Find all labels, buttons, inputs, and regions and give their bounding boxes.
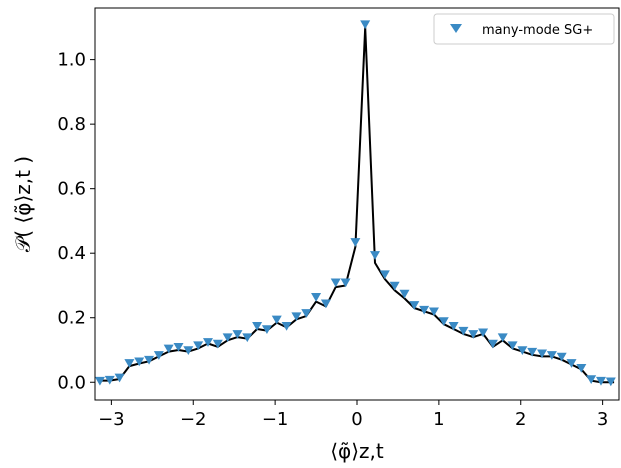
data-point bbox=[448, 322, 459, 331]
data-point bbox=[576, 363, 587, 373]
data-point bbox=[232, 330, 243, 339]
data-point bbox=[271, 315, 282, 325]
y-tick-label: 0.0 bbox=[57, 372, 86, 393]
y-axis-label: 𝒫( ⟨φ̃⟩z,t ) bbox=[11, 156, 35, 252]
data-point bbox=[360, 20, 371, 30]
data-point bbox=[222, 333, 233, 343]
data-point bbox=[153, 351, 164, 360]
data-point bbox=[478, 328, 489, 338]
data-point bbox=[428, 307, 439, 317]
x-axis: −3 −2 −1 0 1 2 3 bbox=[98, 400, 608, 430]
data-point bbox=[144, 355, 155, 365]
x-tick-label: 0 bbox=[351, 409, 362, 430]
data-point bbox=[370, 251, 381, 260]
data-point bbox=[320, 299, 331, 309]
data-point bbox=[193, 341, 204, 351]
data-point bbox=[173, 343, 184, 352]
data-point bbox=[212, 339, 223, 349]
data-point bbox=[546, 351, 557, 360]
data-point bbox=[261, 325, 272, 335]
y-tick-label: 0.2 bbox=[57, 308, 86, 329]
data-point bbox=[350, 238, 361, 247]
y-tick-label: 0.8 bbox=[57, 114, 86, 135]
x-tick-label: −1 bbox=[262, 409, 289, 430]
legend-marker bbox=[450, 24, 462, 33]
x-tick-label: 1 bbox=[433, 409, 444, 430]
x-tick-label: −2 bbox=[180, 409, 207, 430]
y-tick-label: 1.0 bbox=[57, 50, 86, 71]
data-point bbox=[595, 376, 606, 386]
data-point bbox=[291, 312, 302, 322]
data-point bbox=[399, 289, 410, 299]
data-point bbox=[537, 349, 548, 359]
data-point bbox=[330, 278, 341, 288]
data-point bbox=[586, 375, 597, 385]
data-point bbox=[458, 326, 469, 336]
data-point bbox=[556, 352, 567, 362]
x-tick-label: −3 bbox=[98, 409, 125, 430]
data-point bbox=[163, 344, 174, 354]
data-point bbox=[566, 359, 577, 368]
data-point bbox=[281, 322, 292, 331]
plot-area bbox=[94, 20, 616, 387]
data-point bbox=[605, 377, 616, 387]
data-point bbox=[497, 333, 508, 343]
data-point bbox=[134, 357, 145, 367]
data-point bbox=[252, 322, 263, 331]
data-point bbox=[301, 309, 312, 318]
data-point bbox=[527, 347, 538, 357]
data-point bbox=[409, 301, 420, 310]
y-tick-label: 0.4 bbox=[57, 243, 86, 264]
data-point bbox=[340, 278, 351, 288]
x-tick-label: 3 bbox=[597, 409, 608, 430]
data-point bbox=[183, 346, 194, 355]
data-point bbox=[487, 339, 498, 349]
series-line bbox=[99, 26, 615, 384]
data-point bbox=[468, 330, 479, 339]
data-point bbox=[438, 317, 449, 326]
data-point bbox=[517, 346, 528, 355]
data-point bbox=[114, 373, 125, 383]
legend: many-mode SG+ bbox=[433, 13, 615, 45]
data-point bbox=[389, 281, 400, 291]
y-axis: 0.0 0.2 0.4 0.6 0.8 1.0 bbox=[57, 50, 95, 393]
data-point bbox=[419, 305, 430, 315]
data-point bbox=[379, 270, 390, 280]
data-point bbox=[311, 293, 322, 302]
data-point bbox=[104, 375, 115, 385]
data-point bbox=[507, 341, 518, 351]
legend-box bbox=[433, 13, 615, 45]
data-point bbox=[94, 376, 105, 386]
legend-label: many-mode SG+ bbox=[482, 23, 593, 38]
data-point bbox=[202, 338, 213, 347]
x-axis-label: ⟨φ̃⟩z,t bbox=[330, 439, 384, 463]
x-tick-label: 2 bbox=[515, 409, 526, 430]
data-point bbox=[242, 333, 253, 343]
data-point bbox=[124, 359, 135, 368]
y-tick-label: 0.6 bbox=[57, 179, 86, 200]
